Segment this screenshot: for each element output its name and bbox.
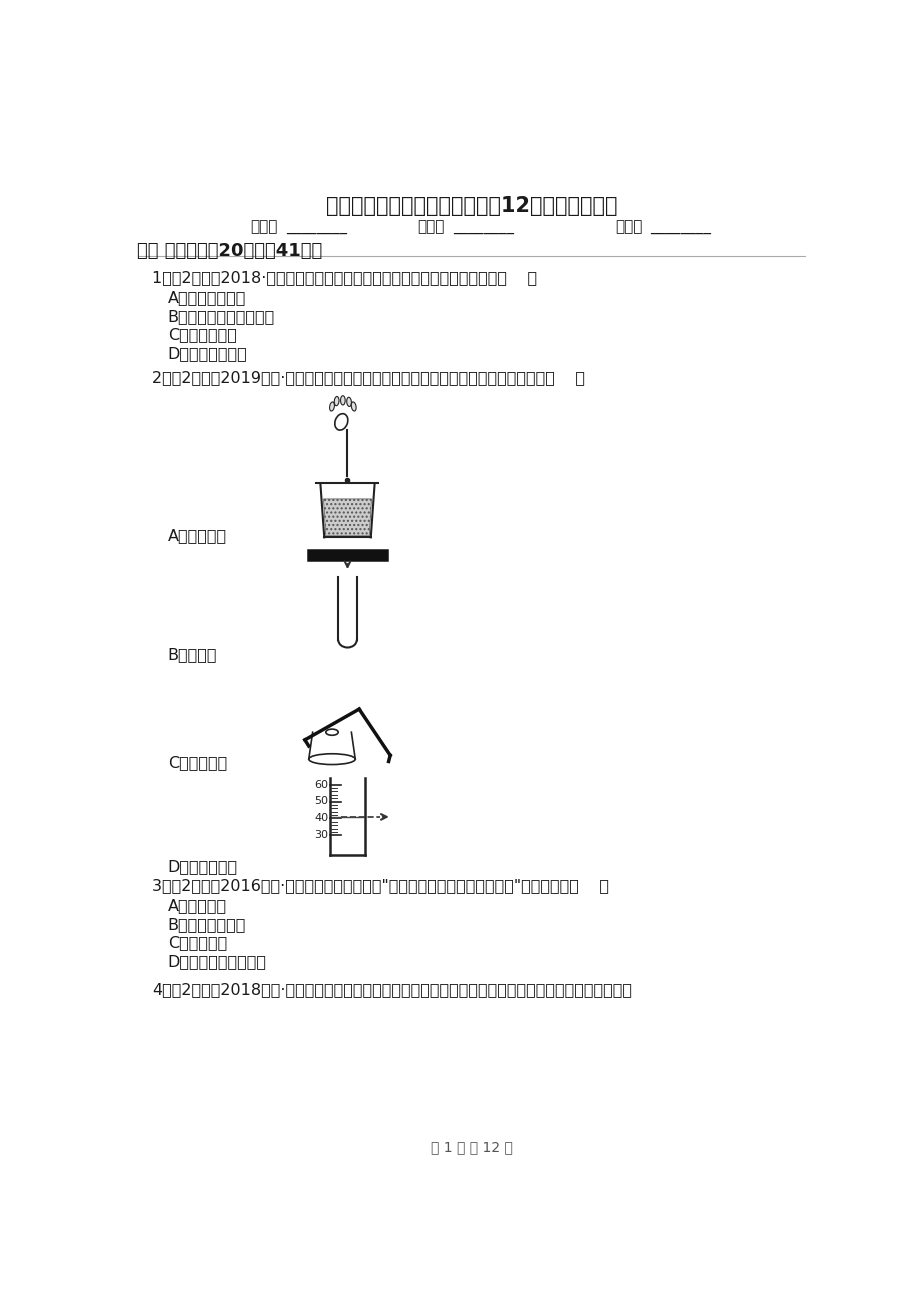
Text: 吉林省吉林市九年级上学期化学12月月考考试试卷: 吉林省吉林市九年级上学期化学12月月考考试试卷 [325, 197, 617, 216]
Text: A．氮气做保护气: A．氮气做保护气 [167, 290, 245, 305]
Ellipse shape [329, 402, 335, 411]
Polygon shape [323, 499, 371, 536]
Ellipse shape [346, 397, 351, 406]
Text: A．植树种草: A．植树种草 [167, 898, 227, 914]
Text: 30: 30 [313, 831, 328, 840]
Text: 60: 60 [313, 780, 328, 789]
Text: A．滴加液体: A．滴加液体 [167, 529, 227, 543]
Text: B．稀有气体用作电光源: B．稀有气体用作电光源 [167, 309, 275, 324]
Text: B．试管架: B．试管架 [167, 647, 217, 663]
Text: ________: ________ [452, 219, 514, 234]
Text: 3．（2分）（2016九上·宝丰期中）下列做法与"创建卫生城市，建设水绿盐城"不吻合的是（    ）: 3．（2分）（2016九上·宝丰期中）下列做法与"创建卫生城市，建设水绿盐城"不… [152, 879, 608, 893]
Text: C．加热液体: C．加热液体 [167, 755, 227, 771]
Text: C．节能减排: C．节能减排 [167, 935, 227, 950]
Text: 1．（2分）（2018·大渡口模拟）下列物质的用途中，利用其物理性质的是（    ）: 1．（2分）（2018·大渡口模拟）下列物质的用途中，利用其物理性质的是（ ） [152, 271, 537, 285]
Ellipse shape [351, 402, 356, 411]
Text: D．读液体体积: D．读液体体积 [167, 859, 238, 874]
Text: 姓名：: 姓名： [250, 219, 278, 234]
Text: ________: ________ [650, 219, 710, 234]
Text: 4．（2分）（2018九下·临河月考）铁、氧化铜、石灰水、稀盐酸、石灰石之间的反应关系如图所示，图中: 4．（2分）（2018九下·临河月考）铁、氧化铜、石灰水、稀盐酸、石灰石之间的反… [152, 982, 631, 996]
Text: 40: 40 [313, 814, 328, 823]
Text: 50: 50 [313, 797, 328, 806]
Text: B．就地焚烧垃圾: B．就地焚烧垃圾 [167, 917, 245, 932]
Text: 一、 单选题（共20题；共41分）: 一、 单选题（共20题；共41分） [137, 242, 322, 260]
Ellipse shape [340, 396, 345, 405]
Text: ________: ________ [286, 219, 346, 234]
Text: D．公共场所禁止吸烟: D．公共场所禁止吸烟 [167, 954, 267, 969]
Text: 成绩：: 成绩： [614, 219, 641, 234]
Text: 班级：: 班级： [417, 219, 444, 234]
Text: D．氧气用于炼钢: D．氧气用于炼钢 [167, 345, 247, 361]
Ellipse shape [334, 397, 338, 406]
Text: C．氢气做燃料: C．氢气做燃料 [167, 327, 236, 342]
Text: 第 1 页 共 12 页: 第 1 页 共 12 页 [430, 1141, 512, 1155]
Text: 2．（2分）（2019九上·秦都期末）实验是学习化学的基础，下列实验操作中正确的是（    ）: 2．（2分）（2019九上·秦都期末）实验是学习化学的基础，下列实验操作中正确的… [152, 370, 584, 385]
